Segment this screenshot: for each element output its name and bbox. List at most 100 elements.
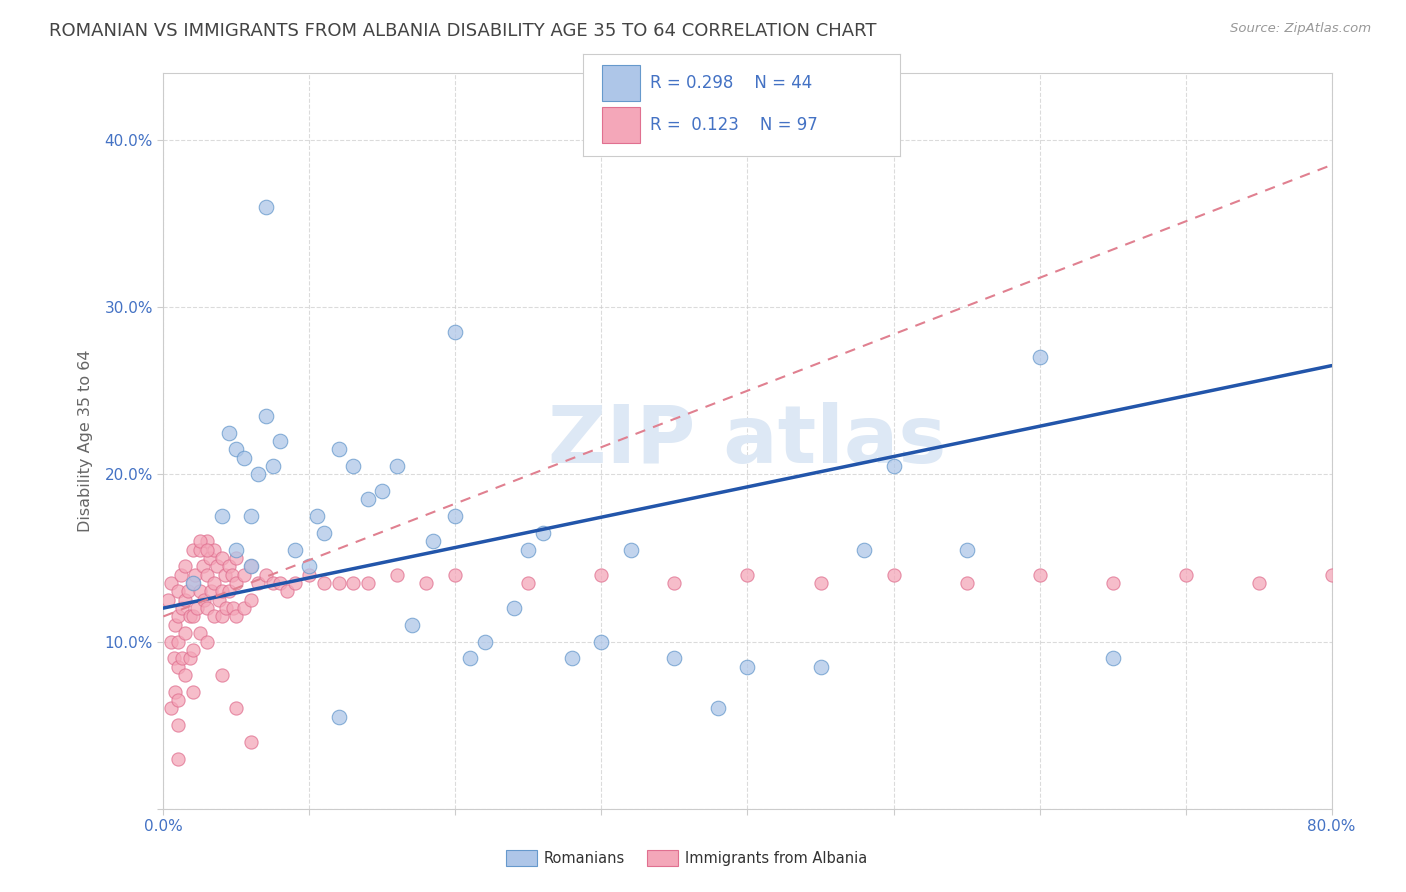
Point — [561, 651, 583, 665]
Point — [186, 601, 208, 615]
Point — [181, 609, 204, 624]
Point — [200, 584, 222, 599]
Point — [170, 567, 193, 582]
Point — [208, 592, 231, 607]
Point — [415, 576, 437, 591]
Point — [810, 576, 832, 591]
Point — [955, 576, 977, 591]
Point — [181, 643, 204, 657]
Point — [211, 584, 233, 599]
Point — [444, 567, 467, 582]
Point — [312, 576, 335, 591]
Point — [163, 684, 186, 698]
Point — [174, 626, 197, 640]
Point — [193, 592, 215, 607]
Point — [1320, 567, 1343, 582]
Point — [737, 567, 759, 582]
Point — [202, 609, 225, 624]
Point — [214, 567, 236, 582]
Point — [357, 492, 380, 507]
Point — [853, 542, 876, 557]
Point — [181, 576, 204, 591]
Point — [342, 576, 364, 591]
Point — [284, 576, 307, 591]
Point — [239, 735, 262, 749]
Point — [174, 559, 197, 574]
Text: ROMANIAN VS IMMIGRANTS FROM ALBANIA DISABILITY AGE 35 TO 64 CORRELATION CHART: ROMANIAN VS IMMIGRANTS FROM ALBANIA DISA… — [49, 22, 877, 40]
Point — [156, 592, 179, 607]
Point — [517, 576, 540, 591]
Point — [298, 559, 321, 574]
Point — [1247, 576, 1270, 591]
Point — [1028, 351, 1050, 365]
Point — [177, 584, 200, 599]
Point — [385, 458, 408, 473]
Point — [239, 509, 262, 524]
Point — [218, 559, 240, 574]
Point — [502, 601, 524, 615]
Point — [357, 576, 380, 591]
Point — [342, 458, 364, 473]
Point — [218, 584, 240, 599]
Point — [371, 483, 394, 498]
Point — [198, 550, 221, 565]
Point — [883, 458, 905, 473]
Point — [167, 634, 190, 648]
Point — [444, 325, 467, 339]
Point — [195, 542, 218, 557]
Point — [167, 718, 190, 732]
Point — [211, 509, 233, 524]
Point — [211, 668, 233, 682]
Point — [225, 701, 247, 715]
Point — [591, 567, 613, 582]
Point — [276, 584, 298, 599]
Point — [225, 576, 247, 591]
Point — [305, 509, 328, 524]
Point — [664, 651, 686, 665]
Point — [620, 542, 643, 557]
Point — [162, 651, 184, 665]
Point — [195, 567, 218, 582]
Point — [664, 576, 686, 591]
Point — [167, 751, 190, 765]
Point — [810, 659, 832, 673]
Point — [172, 651, 194, 665]
Point — [218, 425, 240, 440]
Point — [955, 542, 977, 557]
Point — [172, 601, 194, 615]
Point — [247, 576, 270, 591]
Point — [167, 609, 190, 624]
Point — [232, 601, 254, 615]
Point — [225, 609, 247, 624]
Point — [458, 651, 481, 665]
Point — [312, 525, 335, 540]
Point — [269, 576, 291, 591]
Point — [531, 525, 554, 540]
Point — [188, 542, 211, 557]
Point — [401, 617, 423, 632]
Point — [474, 634, 496, 648]
Point — [181, 542, 204, 557]
Point — [215, 601, 238, 615]
Point — [1101, 651, 1123, 665]
Point — [184, 567, 207, 582]
Point — [232, 567, 254, 582]
Point — [207, 559, 229, 574]
Point — [159, 576, 181, 591]
Point — [284, 542, 307, 557]
Point — [222, 601, 245, 615]
Point — [202, 576, 225, 591]
Point — [298, 567, 321, 582]
Point — [159, 634, 181, 648]
Point — [385, 567, 408, 582]
Point — [239, 592, 262, 607]
Point — [591, 634, 613, 648]
Point — [174, 668, 197, 682]
Point — [247, 467, 270, 482]
Point — [195, 601, 218, 615]
Point — [1028, 567, 1050, 582]
Point — [1101, 576, 1123, 591]
Point — [737, 659, 759, 673]
Point — [188, 626, 211, 640]
Point — [191, 559, 214, 574]
